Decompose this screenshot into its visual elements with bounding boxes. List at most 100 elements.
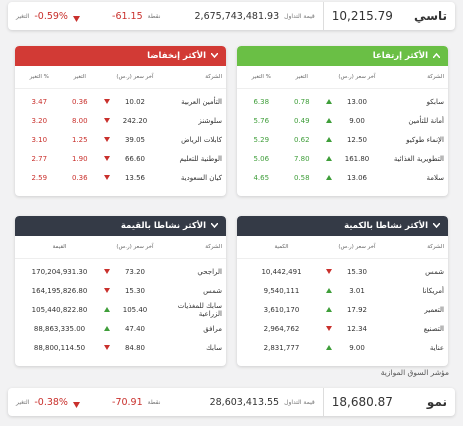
label: قيمة التداول bbox=[284, 12, 315, 20]
chevron-icon bbox=[210, 222, 219, 229]
column-label: التغير % bbox=[251, 74, 271, 80]
chevron bbox=[210, 51, 219, 61]
panel: الأكثر إنخفاضا الشركة آخر سعر (ر.س) التغير ا… bbox=[15, 46, 226, 196]
cell-value: 161.80 bbox=[344, 154, 370, 163]
arrow-icon bbox=[72, 15, 80, 22]
cell-value: 9.00 bbox=[349, 343, 365, 352]
column-label: التغير bbox=[295, 74, 308, 80]
cell-value: 3.20 bbox=[31, 116, 48, 125]
panel-header: الأكثر إرتفاعا bbox=[237, 46, 448, 66]
column-label: آخر سعر (ر.س) bbox=[116, 74, 154, 80]
arrow-icon bbox=[104, 344, 110, 350]
arrow bbox=[100, 344, 114, 352]
table-row: مرافق 47.40 88,863,335.00 bbox=[15, 319, 226, 338]
table-row: سلامة 13.06 0.58 4.65 bbox=[237, 168, 448, 187]
cell-value: 2,964,762 bbox=[263, 324, 300, 333]
column-label: الكمية bbox=[274, 244, 289, 250]
cell-value: 9.00 bbox=[349, 116, 365, 125]
arrow-icon bbox=[326, 136, 332, 142]
table-row: سابك للمغذيات الزراعية 105.40 105,440,822.… bbox=[15, 300, 226, 319]
arrow-icon bbox=[326, 325, 332, 331]
cell-value: 13.06 bbox=[346, 173, 368, 182]
arrow-icon bbox=[104, 98, 110, 104]
panel-header: الأكثر إنخفاضا bbox=[15, 46, 226, 66]
arrow bbox=[322, 325, 336, 333]
column-header: الشركة آخر سعر (ر.س) الكمية bbox=[237, 236, 448, 259]
cell-value: 47.40 bbox=[124, 324, 146, 333]
company: كيان السعودية bbox=[180, 173, 222, 182]
panel-title: الأكثر نشاطا بالكمية bbox=[344, 221, 428, 231]
arrow bbox=[322, 136, 336, 144]
arrow-icon bbox=[104, 117, 110, 123]
cell-value: 6.38 bbox=[253, 97, 270, 106]
arrow bbox=[100, 325, 114, 333]
cell-value: 15.30 bbox=[346, 267, 368, 276]
company: عناية bbox=[429, 343, 444, 352]
cell-value: 0.36 bbox=[71, 173, 88, 182]
table-row: أمانة للتأمين 9.00 0.49 5.76 bbox=[237, 111, 448, 130]
points-segment: نقطة -61.15 bbox=[88, 2, 169, 30]
change-segment: -0.59% التغير bbox=[8, 2, 88, 30]
table-row: شمس 15.30 164,195,826.80 bbox=[15, 281, 226, 300]
cell-value: 5.29 bbox=[253, 135, 270, 144]
market-bar: تاسي 10,215.79 قيمة التداول 2,675,743,481.9… bbox=[8, 2, 455, 30]
cell-value: 39.05 bbox=[124, 135, 146, 144]
company: سابك bbox=[206, 343, 222, 352]
change-value: -0.59% bbox=[34, 10, 68, 22]
arrow bbox=[72, 393, 80, 412]
change-value: -0.38% bbox=[34, 396, 68, 408]
table-row: التصنيع 12.34 2,964,762 bbox=[237, 319, 448, 338]
cell-value: 1.90 bbox=[71, 154, 88, 163]
column-label: الشركة bbox=[205, 244, 222, 250]
cell-value: 0.62 bbox=[293, 135, 310, 144]
arrow bbox=[72, 7, 80, 26]
cell-value: 2,831,777 bbox=[263, 343, 300, 352]
cell-value: 0.49 bbox=[293, 116, 310, 125]
cell-value: 12.50 bbox=[346, 135, 368, 144]
cell-value: 9,540,111 bbox=[263, 286, 300, 295]
cell-value: 3.01 bbox=[349, 286, 365, 295]
company: كابلات الرياض bbox=[181, 135, 222, 144]
column-label: آخر سعر (ر.س) bbox=[338, 244, 376, 250]
chevron-icon bbox=[432, 52, 441, 59]
cell-value: 84.80 bbox=[124, 343, 146, 352]
chevron bbox=[432, 51, 441, 61]
company: التصنيع bbox=[423, 324, 444, 333]
panel-header: الأكثر نشاطا بالكمية bbox=[237, 216, 448, 236]
arrow bbox=[322, 117, 336, 125]
cell-value: 66.60 bbox=[124, 154, 146, 163]
arrow-icon bbox=[104, 268, 110, 274]
table-row: شمس 15.30 10,442,491 bbox=[237, 262, 448, 281]
arrow-icon bbox=[326, 155, 332, 161]
chevron-icon bbox=[432, 222, 441, 229]
caption: مؤشر السوق الموازية bbox=[380, 368, 449, 377]
arrow bbox=[322, 98, 336, 106]
company: التعمير bbox=[424, 305, 444, 314]
arrow bbox=[100, 287, 114, 295]
cell-value: 13.00 bbox=[346, 97, 368, 106]
cell-value: 3,610,170 bbox=[263, 305, 300, 314]
arrow-icon bbox=[326, 98, 332, 104]
cell-value: 10,442,491 bbox=[261, 267, 302, 276]
arrow-icon bbox=[326, 268, 332, 274]
column-label: التغير bbox=[73, 74, 86, 80]
cell-value: 164,195,826.80 bbox=[31, 286, 88, 295]
label: نقطة bbox=[147, 12, 161, 20]
index-name: نمو bbox=[426, 395, 447, 409]
company: أمريكانا bbox=[422, 286, 444, 295]
cell-value: 3.10 bbox=[31, 135, 48, 144]
company: الوطنية للتعليم bbox=[179, 154, 223, 163]
table-row: عناية 9.00 2,831,777 bbox=[237, 338, 448, 357]
cell-value: 88,863,335.00 bbox=[33, 324, 86, 333]
label: قيمة التداول bbox=[284, 398, 315, 406]
company: سلامة bbox=[426, 173, 444, 182]
arrow-icon bbox=[104, 174, 110, 180]
cell-value: 170,204,931.30 bbox=[31, 267, 88, 276]
chevron bbox=[432, 221, 441, 231]
cell-value: 15.30 bbox=[124, 286, 146, 295]
column-label: الشركة bbox=[427, 244, 444, 250]
table-row: التعمير 17.92 3,610,170 bbox=[237, 300, 448, 319]
company: سلوشنز bbox=[198, 116, 222, 125]
cell-value: 3.47 bbox=[31, 97, 48, 106]
column-label: الشركة bbox=[427, 74, 444, 80]
